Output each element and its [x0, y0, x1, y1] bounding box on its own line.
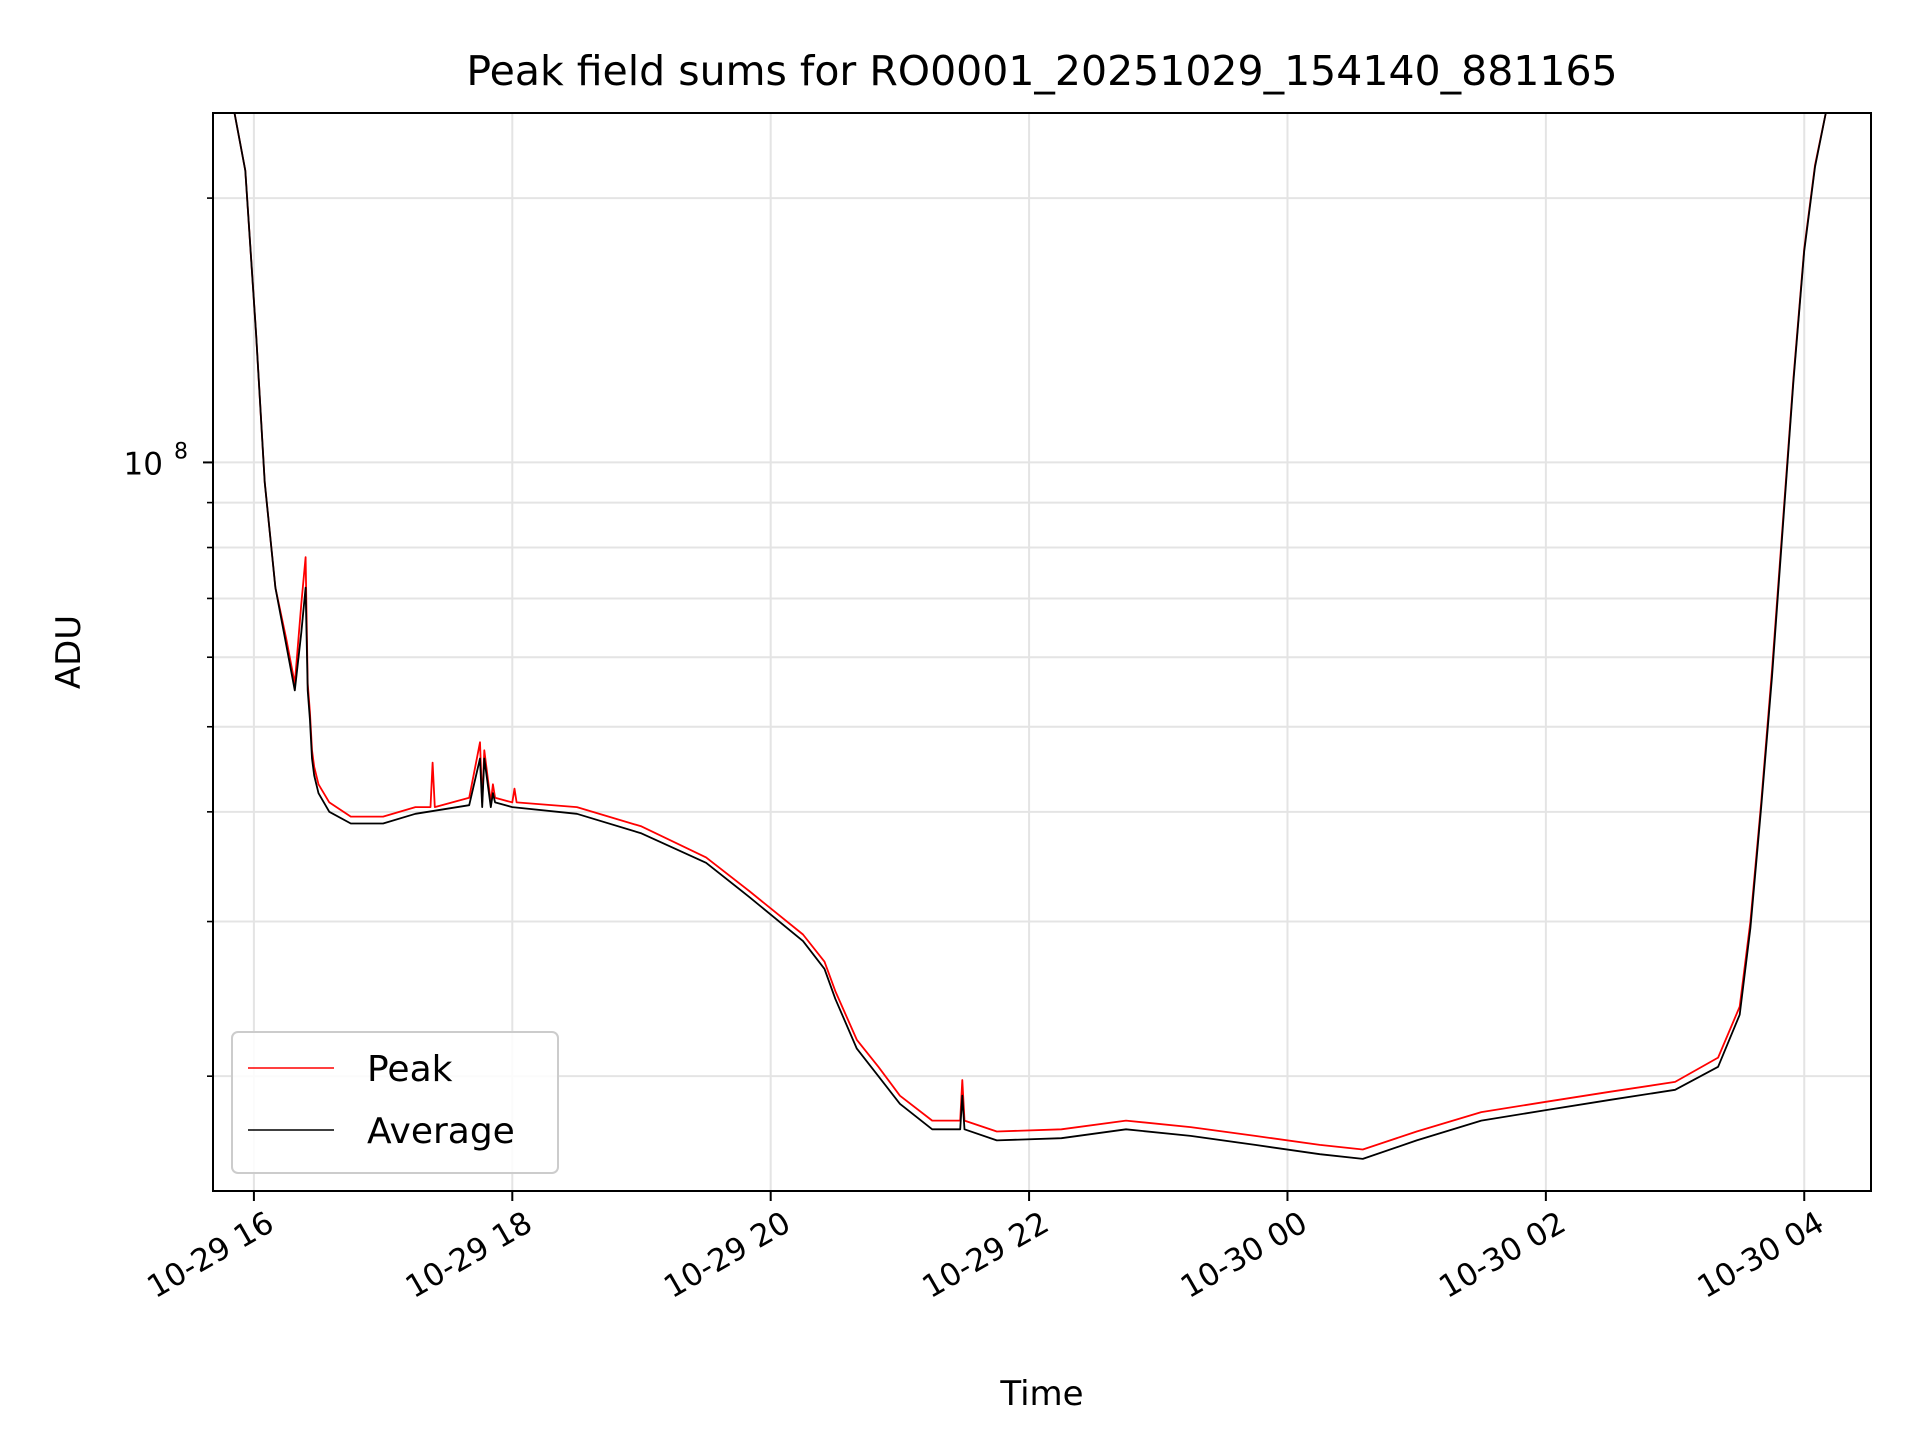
chart-title: Peak field sums for RO0001_20251029_1541…: [466, 47, 1617, 95]
legend-label-peak: Peak: [367, 1049, 453, 1090]
legend-label-average: Average: [367, 1111, 515, 1152]
y-tick-label: 10: [124, 446, 163, 482]
y-axis-label: ADU: [49, 615, 89, 689]
series-layer: [233, 113, 1833, 1160]
x-axis-label: Time: [999, 1374, 1083, 1414]
plot-frame: [212, 112, 1872, 1192]
y-tick-label-exponent: 8: [174, 439, 188, 464]
legend: Peak Average: [231, 1031, 559, 1174]
series-line-average: [233, 113, 1833, 1160]
